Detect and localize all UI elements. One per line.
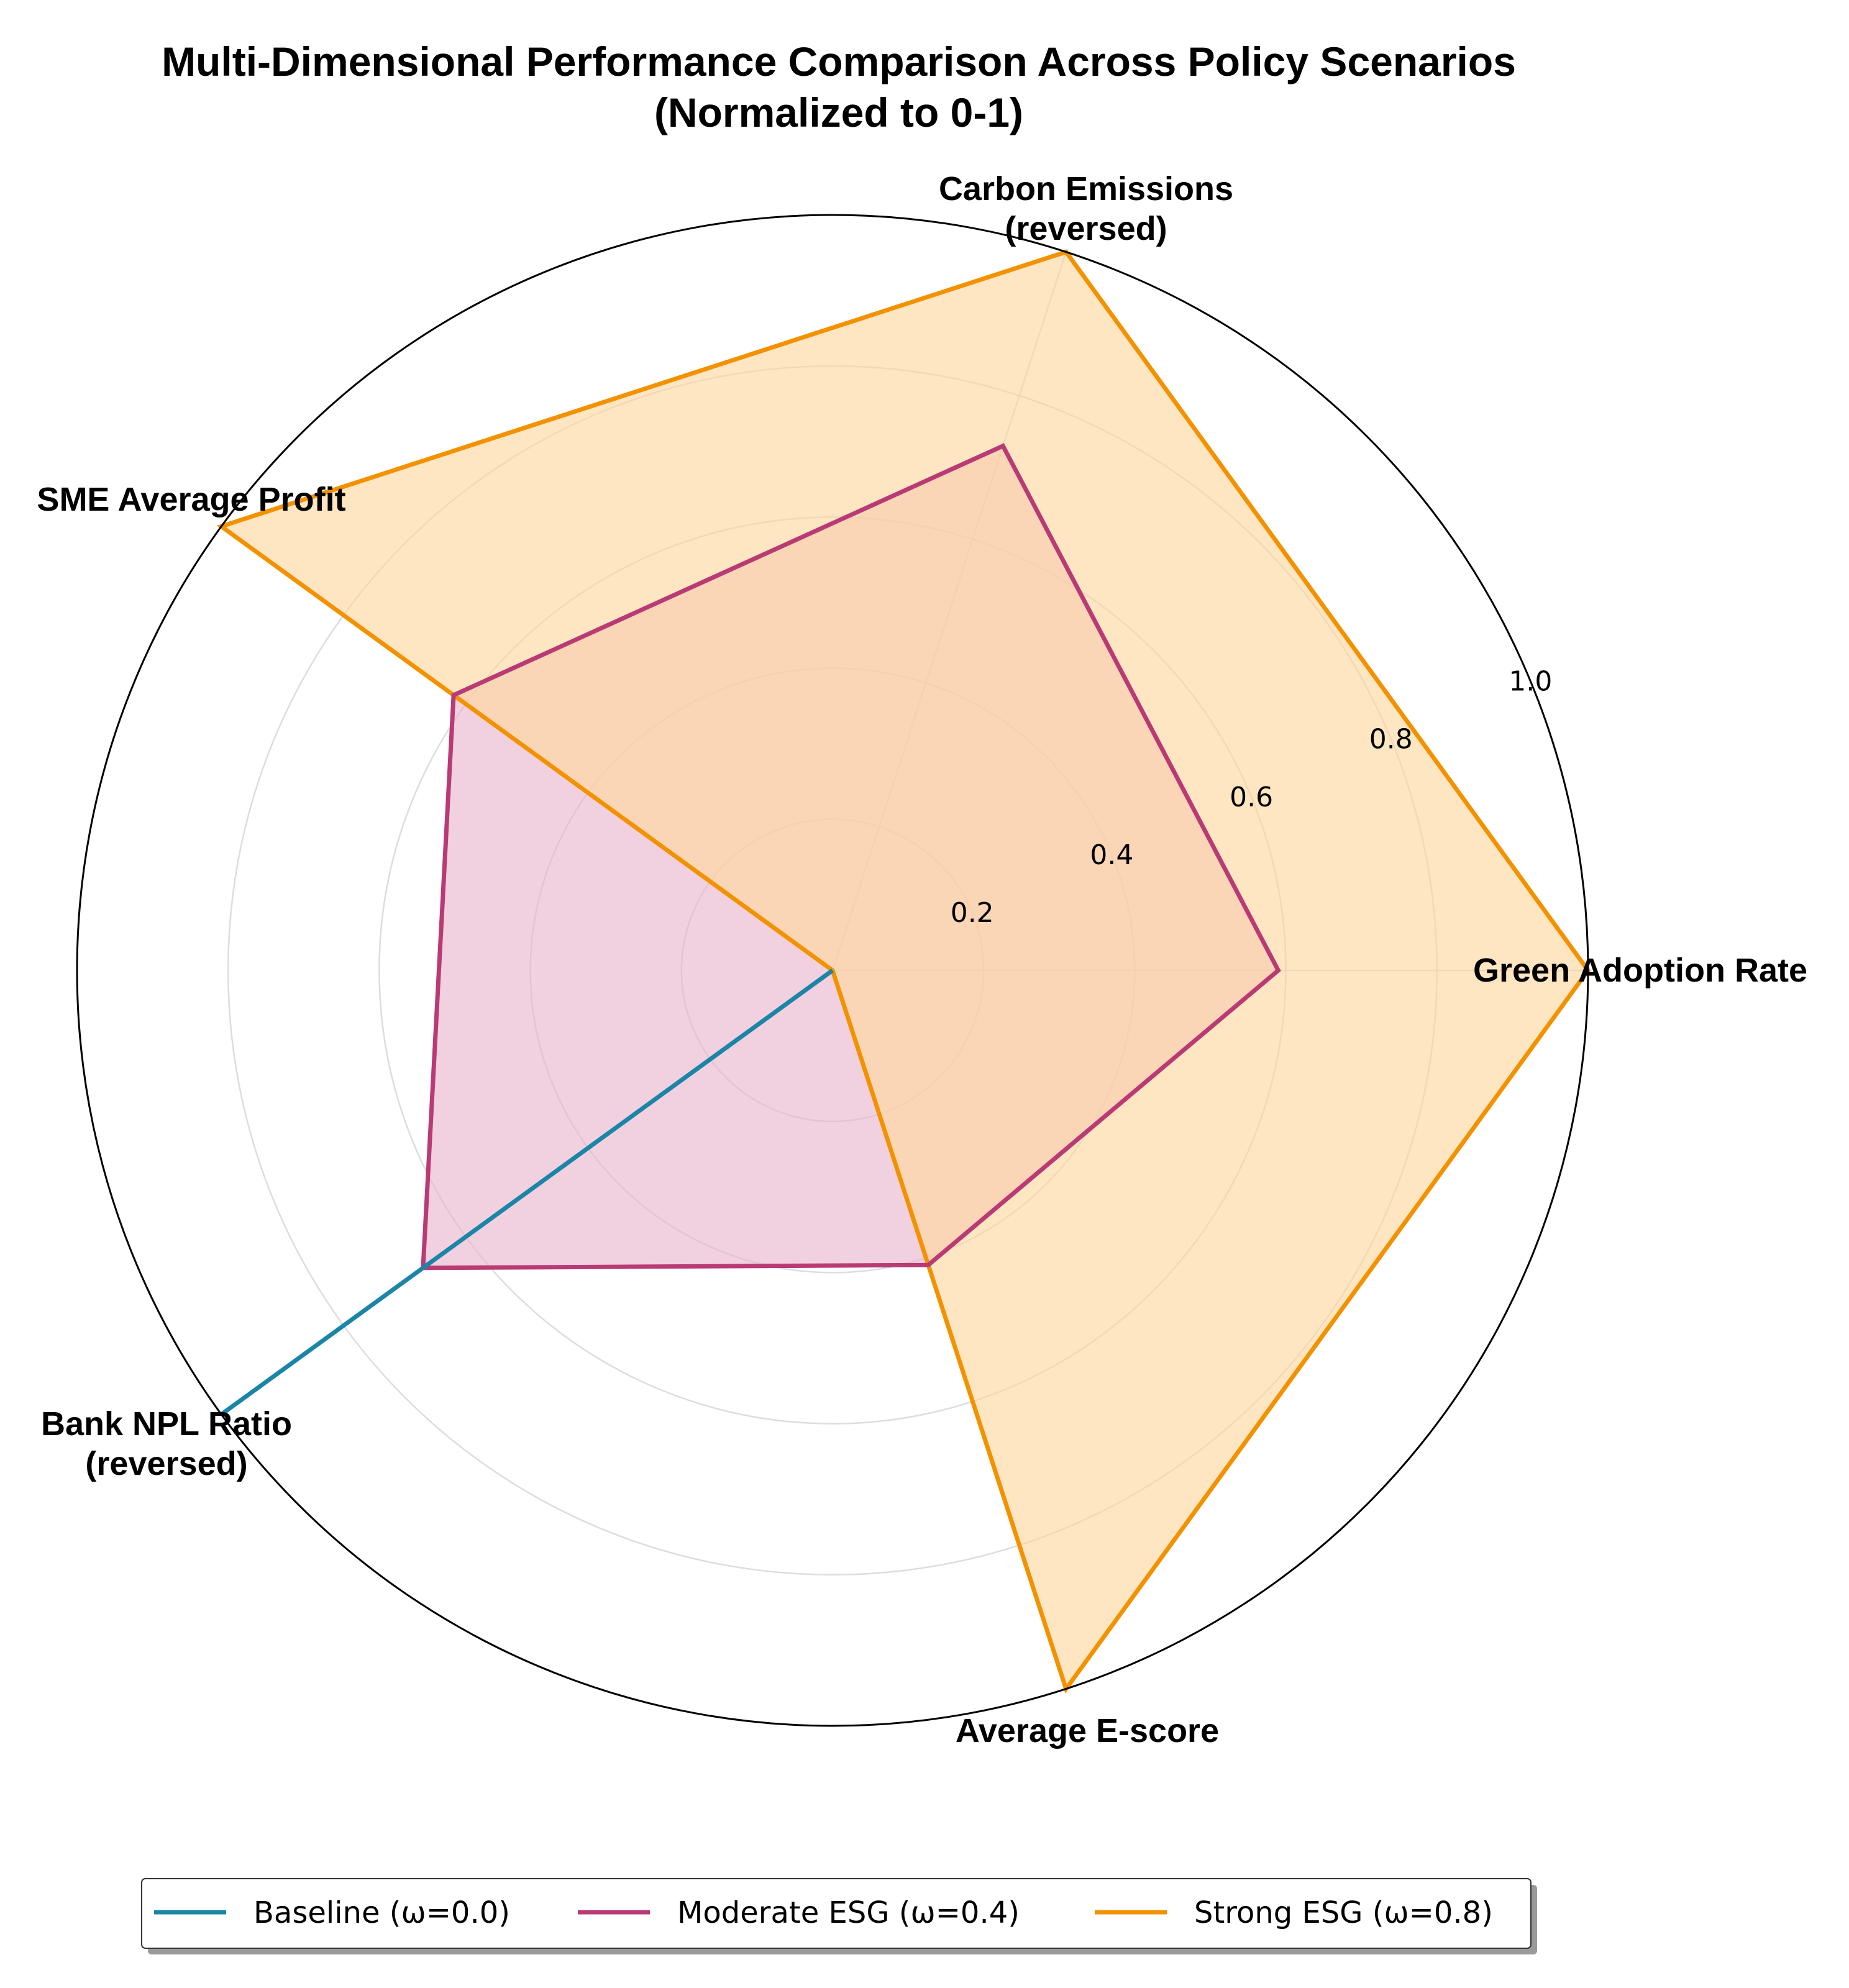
legend-entry-label: Baseline (ω=0.0) xyxy=(253,1895,510,1930)
r-tick-label: 0.6 xyxy=(1230,782,1273,813)
axis-label-line: (reversed) xyxy=(85,1445,247,1482)
axis-label-line: (reversed) xyxy=(1005,210,1167,247)
r-tick-label: 0.8 xyxy=(1369,724,1413,755)
axis-label-line: Green Adoption Rate xyxy=(1473,952,1807,989)
r-tick-label: 0.2 xyxy=(951,897,994,929)
legend-entry-label: Strong ESG (ω=0.8) xyxy=(1194,1895,1493,1930)
legend: Baseline (ω=0.0) Moderate ESG (ω=0.4) Stro… xyxy=(141,1878,1537,1954)
axis-label: Green Adoption Rate xyxy=(1473,952,1807,989)
axis-label: SME Average Profit xyxy=(37,481,345,518)
series-fills xyxy=(221,252,1589,1689)
outer-frame xyxy=(76,214,1589,1727)
axis-label-line: Bank NPL Ratio xyxy=(41,1405,292,1443)
title-line: (Normalized to 0-1) xyxy=(654,89,1023,135)
legend-box xyxy=(141,1878,1532,1949)
series-line xyxy=(216,249,1591,1694)
axis-label: Carbon Emissions (reversed) xyxy=(939,170,1233,247)
axis-label: Bank NPL Ratio (reversed) xyxy=(41,1405,292,1482)
outer-circle xyxy=(76,214,1589,1727)
legend-entry-label: Moderate ESG (ω=0.4) xyxy=(677,1895,1020,1930)
r-tick-label: 0.4 xyxy=(1090,839,1133,871)
chart-title: Multi-Dimensional Performance Comparison… xyxy=(162,39,1516,135)
r-tick-label: 1.0 xyxy=(1509,666,1552,698)
title-line: Multi-Dimensional Performance Comparison… xyxy=(162,39,1516,84)
series-line xyxy=(421,443,1281,1270)
axis-label-line: Average E-score xyxy=(956,1712,1219,1749)
axis-label: Average E-score xyxy=(956,1712,1219,1749)
chart-title-text: Multi-Dimensional Performance Comparison… xyxy=(162,39,1516,135)
series-fill xyxy=(221,252,1589,1689)
axis-label-line: Carbon Emissions xyxy=(939,170,1233,207)
axis-label-line: SME Average Profit xyxy=(37,481,345,518)
radial-tick-labels: 0.2 0.4 0.6 0.8 1.0 xyxy=(951,666,1553,929)
